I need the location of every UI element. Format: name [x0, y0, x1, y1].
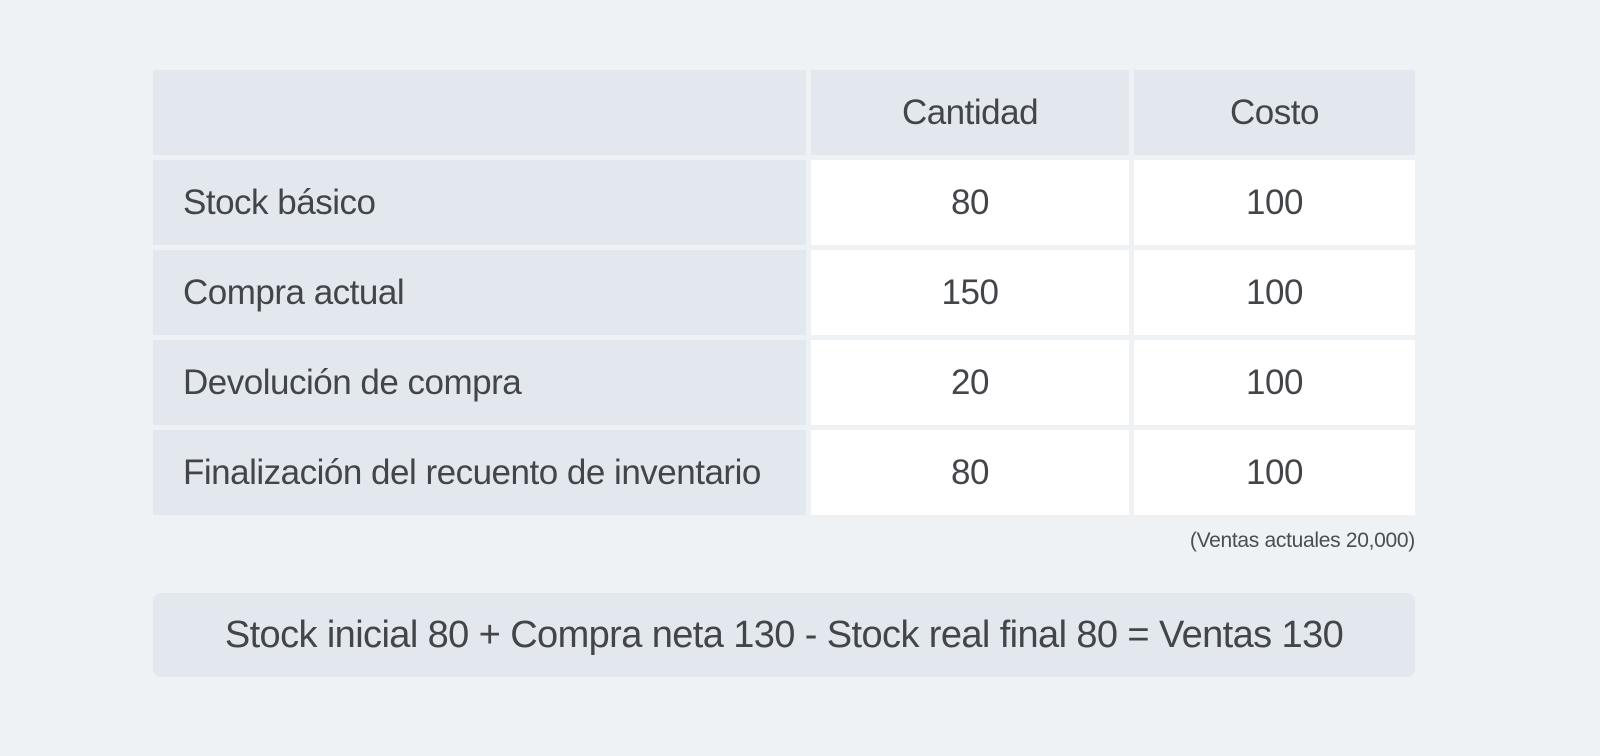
costo-cell: 100: [1134, 340, 1415, 425]
table-row: Finalización del recuento de inventario …: [153, 430, 1415, 515]
cantidad-cell: 80: [811, 430, 1129, 515]
row-label: Finalización del recuento de inventario: [153, 430, 806, 515]
cantidad-cell: 150: [811, 250, 1129, 335]
column-header-cantidad: Cantidad: [811, 70, 1129, 155]
costo-cell: 100: [1134, 430, 1415, 515]
row-label: Compra actual: [153, 250, 806, 335]
cantidad-cell: 20: [811, 340, 1129, 425]
row-label: Devolución de compra: [153, 340, 806, 425]
sales-note: (Ventas actuales 20,000): [1189, 529, 1415, 552]
table-row: Compra actual 150 100: [153, 250, 1415, 335]
table-row: Stock básico 80 100: [153, 160, 1415, 245]
formula-text: Stock inicial 80 + Compra neta 130 - Sto…: [224, 613, 1344, 656]
costo-cell: 100: [1134, 250, 1415, 335]
row-label: Stock básico: [153, 160, 806, 245]
inventory-table: Cantidad Costo Stock básico 80 100 Compr…: [148, 65, 1420, 520]
formula-box: Stock inicial 80 + Compra neta 130 - Sto…: [153, 593, 1415, 677]
inventory-panel: Cantidad Costo Stock básico 80 100 Compr…: [153, 70, 1415, 677]
header-corner-cell: [153, 70, 806, 155]
table-row: Devolución de compra 20 100: [153, 340, 1415, 425]
cantidad-cell: 80: [811, 160, 1129, 245]
costo-cell: 100: [1134, 160, 1415, 245]
table-header-row: Cantidad Costo: [153, 70, 1415, 155]
column-header-costo: Costo: [1134, 70, 1415, 155]
